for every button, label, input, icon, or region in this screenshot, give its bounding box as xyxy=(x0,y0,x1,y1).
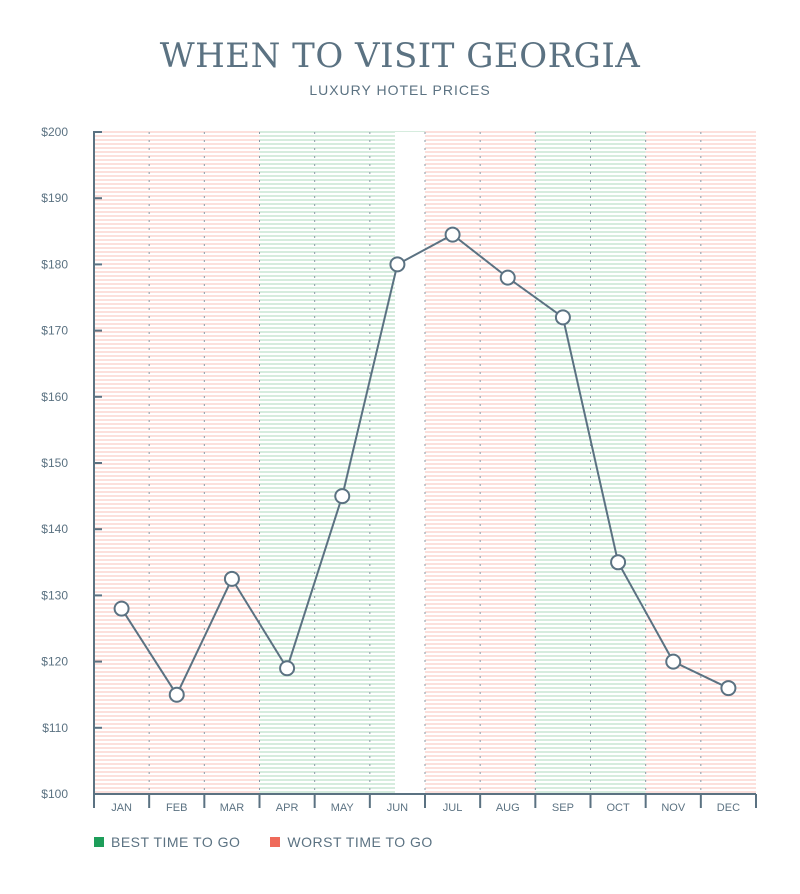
data-point xyxy=(720,680,737,697)
x-tick-label: APR xyxy=(276,802,299,814)
legend-item-worst: WORST TIME TO GO xyxy=(270,834,432,850)
season-bands xyxy=(94,131,756,793)
x-tick-label: JUL xyxy=(443,802,463,814)
band-worst xyxy=(480,131,536,793)
band-best xyxy=(314,131,370,793)
x-tick-label: AUG xyxy=(496,802,520,814)
x-tick-label: JAN xyxy=(111,802,132,814)
y-tick-label: $180 xyxy=(41,257,68,271)
x-tick-label: FEB xyxy=(166,802,187,814)
data-point xyxy=(665,653,682,670)
band-worst xyxy=(700,131,756,793)
x-tick-label: NOV xyxy=(661,802,686,814)
legend-worst-label: WORST TIME TO GO xyxy=(287,834,433,850)
data-point xyxy=(554,309,571,326)
y-tick-label: $160 xyxy=(41,390,68,404)
best-swatch xyxy=(94,837,104,847)
price-line xyxy=(120,233,729,696)
data-point xyxy=(113,600,130,617)
band-best xyxy=(590,131,646,793)
x-tick-label: MAR xyxy=(220,802,245,814)
legend-best-label: BEST TIME TO GO xyxy=(111,834,241,850)
band-worst xyxy=(204,131,260,793)
x-tick-label: OCT xyxy=(606,802,630,814)
x-tick-label: MAY xyxy=(331,802,355,814)
data-point xyxy=(168,686,185,703)
y-tick-label: $140 xyxy=(41,522,68,536)
y-tick-label: $150 xyxy=(41,456,68,470)
band-worst xyxy=(645,131,701,793)
data-point xyxy=(444,226,461,243)
y-tick-label: $170 xyxy=(41,324,68,338)
band-worst xyxy=(425,131,481,793)
band-best xyxy=(535,131,591,793)
band-worst xyxy=(94,131,150,793)
data-point xyxy=(223,570,240,587)
y-tick-label: $130 xyxy=(41,588,68,602)
data-point xyxy=(389,256,406,273)
season-gap xyxy=(395,132,425,794)
chart-title: WHEN TO VISIT GEORGIA xyxy=(159,36,641,76)
x-tick-label: SEP xyxy=(552,802,574,814)
data-point xyxy=(334,488,351,505)
y-tick-label: $200 xyxy=(41,125,68,139)
band-best xyxy=(259,131,315,793)
data-point xyxy=(499,269,516,286)
x-tick-label: JUN xyxy=(387,802,408,814)
data-point xyxy=(279,660,296,677)
y-tick-label: $190 xyxy=(41,191,68,205)
chart-subtitle: LUXURY HOTEL PRICES xyxy=(309,82,491,98)
data-point xyxy=(610,554,627,571)
y-tick-label: $110 xyxy=(42,721,68,735)
band-worst xyxy=(149,131,205,793)
legend-item-best: BEST TIME TO GO xyxy=(94,834,240,850)
worst-swatch xyxy=(270,837,281,847)
y-tick-label: $120 xyxy=(41,655,68,669)
y-tick-label: $100 xyxy=(41,787,68,801)
x-tick-label: DEC xyxy=(717,802,740,814)
chart-legend: BEST TIME TO GO WORST TIME TO GO xyxy=(94,834,433,850)
